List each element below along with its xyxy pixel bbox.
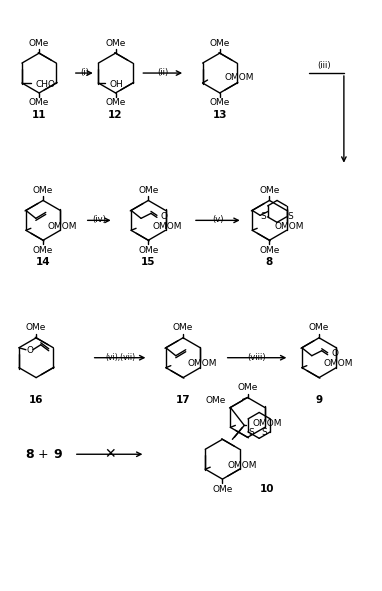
Text: (ii): (ii) [157, 68, 168, 77]
Text: OMe: OMe [105, 99, 126, 108]
Text: OMOM: OMOM [153, 222, 183, 231]
Text: (viii): (viii) [248, 353, 266, 362]
Text: 16: 16 [29, 395, 44, 404]
Text: OMe: OMe [212, 485, 233, 493]
Text: OMe: OMe [29, 99, 49, 108]
Text: OMe: OMe [138, 186, 159, 195]
Text: (vi),(vii): (vi),(vii) [105, 353, 135, 362]
Text: (iii): (iii) [317, 61, 331, 70]
Text: +: + [38, 448, 49, 461]
Text: OMe: OMe [173, 323, 193, 332]
Text: OMe: OMe [237, 383, 258, 392]
Text: OMOM: OMOM [252, 419, 282, 428]
Text: 10: 10 [260, 484, 274, 494]
Text: 8: 8 [25, 448, 34, 461]
Text: 9: 9 [316, 395, 323, 404]
Text: OMe: OMe [29, 38, 49, 48]
Text: (v): (v) [212, 215, 223, 225]
Text: (i): (i) [80, 68, 89, 77]
Text: OH: OH [109, 80, 123, 89]
Text: OMe: OMe [26, 323, 46, 332]
Text: S: S [249, 428, 255, 437]
Text: OMe: OMe [33, 246, 53, 255]
Text: OMOM: OMOM [274, 222, 304, 231]
Text: OMe: OMe [259, 186, 280, 195]
Text: S: S [288, 212, 293, 222]
Text: 15: 15 [141, 257, 155, 267]
Text: OMOM: OMOM [225, 73, 254, 82]
Text: OMe: OMe [309, 323, 329, 332]
Text: 11: 11 [32, 110, 46, 120]
Text: 12: 12 [108, 110, 123, 120]
Text: 14: 14 [36, 257, 50, 267]
Text: OMe: OMe [259, 246, 280, 255]
Text: 17: 17 [176, 395, 190, 404]
Text: OMe: OMe [138, 246, 159, 255]
Text: O: O [332, 349, 339, 358]
Text: O: O [161, 212, 168, 221]
Text: CHO: CHO [36, 80, 56, 89]
Text: (iv): (iv) [92, 215, 106, 225]
Text: OMe: OMe [105, 38, 126, 48]
Text: OMe: OMe [206, 396, 226, 405]
Text: OMOM: OMOM [48, 222, 77, 231]
Text: O: O [26, 346, 33, 355]
Text: S: S [261, 212, 267, 222]
Text: OMOM: OMOM [188, 359, 217, 368]
Text: ✕: ✕ [104, 447, 115, 461]
Text: OMe: OMe [210, 99, 230, 108]
Text: S: S [262, 428, 267, 437]
Text: OMOM: OMOM [324, 359, 353, 368]
Text: OMe: OMe [210, 38, 230, 48]
Text: OMOM: OMOM [227, 461, 257, 470]
Text: 13: 13 [212, 110, 227, 120]
Text: 9: 9 [53, 448, 62, 461]
Text: OMe: OMe [33, 186, 53, 195]
Text: 8: 8 [266, 257, 273, 267]
